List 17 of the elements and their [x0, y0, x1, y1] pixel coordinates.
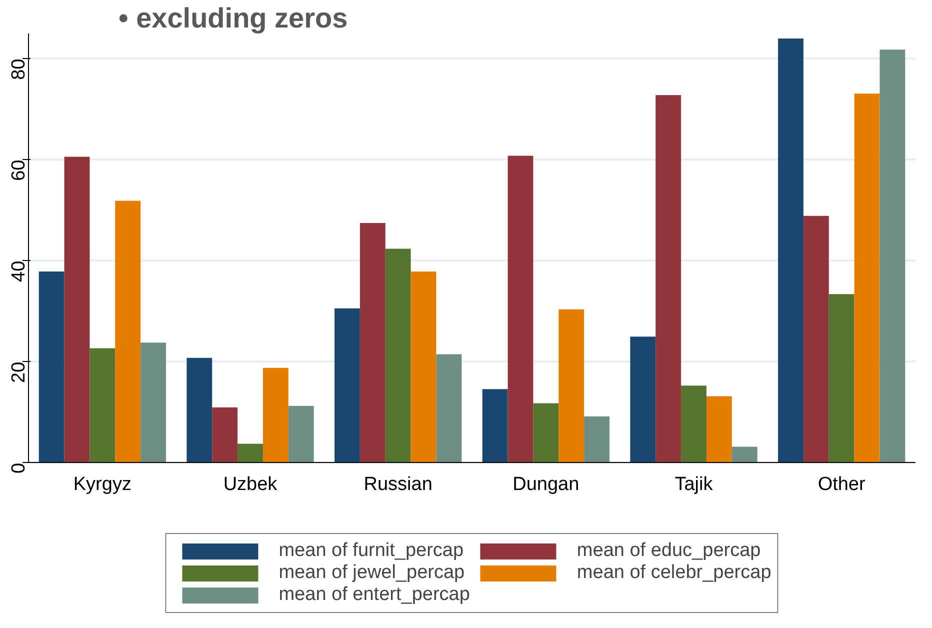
- y-tick-label: 40: [8, 260, 30, 282]
- y-tick-label: 20: [8, 362, 30, 384]
- y-tick-label: 60: [8, 160, 30, 181]
- legend-label: mean of celebr_percap: [576, 562, 772, 584]
- x-tick-label: Dungan: [512, 474, 580, 495]
- y-tick-label: 0: [8, 462, 30, 474]
- x-tick-label: Other: [818, 474, 866, 495]
- x-tick-label: Uzbek: [223, 474, 278, 495]
- x-tick-label: Tajik: [674, 474, 714, 495]
- legend-label: mean of jewel_percap: [278, 562, 465, 584]
- chart-title: • excluding zeros: [118, 2, 348, 34]
- legend-label: mean of educ_percap: [576, 540, 761, 562]
- x-tick-label: Russian: [364, 474, 432, 495]
- y-tick-label: 80: [8, 58, 30, 80]
- x-tick-label: Kyrgyz: [73, 474, 132, 495]
- legend-label: mean of entert_percap: [278, 584, 470, 606]
- legend-label: mean of furnit_percap: [278, 540, 464, 562]
